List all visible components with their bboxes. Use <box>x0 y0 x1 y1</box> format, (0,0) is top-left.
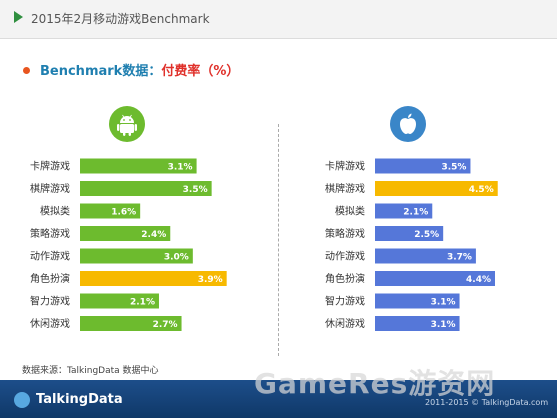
ios-bar-value-label: 3.7% <box>447 252 472 262</box>
panel-divider <box>278 124 279 356</box>
ios-bar-value-label: 2.5% <box>414 230 439 240</box>
android-bar-value-label: 3.1% <box>168 162 193 172</box>
ios-bar-value-label: 3.1% <box>431 297 456 307</box>
ios-bar <box>375 248 476 264</box>
apple-icon <box>390 106 426 142</box>
ios-bar <box>375 203 433 219</box>
title-divider <box>0 38 557 39</box>
ios-category-label: 休闲游戏 <box>325 317 365 330</box>
footer-logo: TalkingData <box>36 392 123 407</box>
android-bar <box>80 293 159 309</box>
ios-bar <box>375 226 444 241</box>
android-bar-value-label: 2.7% <box>153 320 178 330</box>
android-category-label: 休闲游戏 <box>30 317 70 330</box>
android-bar-value-label: 2.4% <box>141 230 166 240</box>
bullet-icon <box>23 67 30 74</box>
heading-main: Benchmark数据： <box>40 64 162 79</box>
ios-bar <box>375 158 471 174</box>
ios-bar <box>375 316 460 331</box>
ios-bar <box>375 293 460 309</box>
android-bar <box>80 158 197 174</box>
android-bar <box>80 226 171 241</box>
ios-category-label: 角色扮演 <box>325 272 365 285</box>
play-arrow-icon <box>14 11 23 23</box>
android-bar <box>80 316 182 331</box>
chart-heading: Benchmark数据：付费率（%） <box>23 60 239 79</box>
ios-bar-value-label: 2.1% <box>403 207 428 217</box>
title-bar: 2015年2月移动游戏Benchmark <box>0 0 557 38</box>
android-bar-value-label: 1.6% <box>111 207 136 217</box>
android-category-label: 卡牌游戏 <box>30 160 70 173</box>
ios-category-label: 策略游戏 <box>325 227 365 240</box>
android-category-label: 智力游戏 <box>30 295 70 308</box>
android-bar <box>80 271 227 286</box>
android-icon <box>109 106 145 142</box>
android-category-label: 模拟类 <box>40 205 70 218</box>
ios-bar-value-label: 3.1% <box>431 320 456 330</box>
android-bar-value-label: 3.9% <box>198 275 223 285</box>
footer: TalkingData <box>0 380 557 418</box>
android-category-label: 策略游戏 <box>30 227 70 240</box>
ios-category-label: 动作游戏 <box>325 250 365 263</box>
android-category-label: 角色扮演 <box>30 272 70 285</box>
slide-title: 2015年2月移动游戏Benchmark <box>31 12 210 26</box>
ios-bar-value-label: 3.5% <box>441 162 466 172</box>
android-category-label: 动作游戏 <box>30 250 70 263</box>
android-bar-value-label: 2.1% <box>130 297 155 307</box>
ios-bar-value-label: 4.4% <box>466 275 491 285</box>
ios-category-label: 模拟类 <box>335 205 365 218</box>
android-bar-value-label: 3.5% <box>183 185 208 195</box>
android-category-label: 棋牌游戏 <box>30 182 70 195</box>
source-note: 数据来源：TalkingData 数据中心 <box>22 366 159 376</box>
ios-bar <box>375 181 498 196</box>
heading-sub: 付费率（%） <box>161 64 240 79</box>
talkingdata-logo-icon <box>14 392 30 408</box>
ios-category-label: 卡牌游戏 <box>325 160 365 173</box>
android-bar-value-label: 3.0% <box>164 252 189 262</box>
android-bar <box>80 181 212 196</box>
android-bar <box>80 203 141 219</box>
ios-bar <box>375 271 495 286</box>
ios-category-label: 棋牌游戏 <box>325 182 365 195</box>
android-bar <box>80 248 193 264</box>
ios-category-label: 智力游戏 <box>325 295 365 308</box>
ios-bar-value-label: 4.5% <box>469 185 494 195</box>
watermark: GameRes游资网 <box>254 367 496 400</box>
footer-copyright: 2011-2015 © TalkingData.com <box>425 398 549 407</box>
